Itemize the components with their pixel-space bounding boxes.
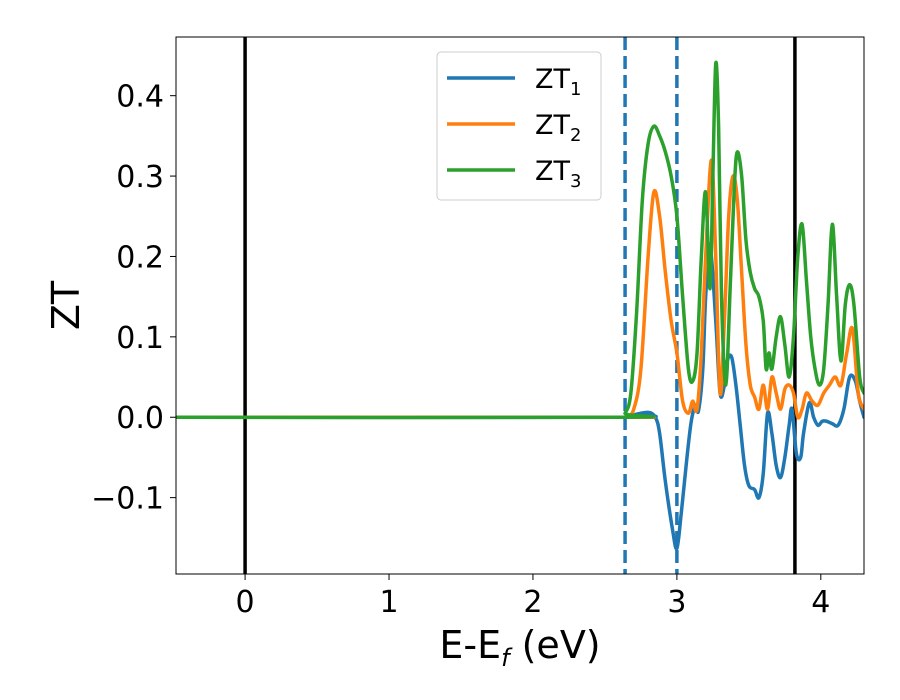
legend-label-sub: 2	[570, 125, 581, 146]
x-axis-ticks: 0 1 2 3 4	[236, 574, 830, 620]
legend-label-sub: 3	[570, 171, 581, 192]
x-axis-label-unit: (eV)	[510, 623, 601, 667]
legend-label-2: ZT2	[535, 110, 581, 146]
series-line-3	[176, 60, 864, 420]
series-line-2	[176, 158, 864, 420]
x-tick-label: 3	[667, 585, 686, 620]
series-layer	[176, 60, 864, 551]
x-axis-label: E-Ef (eV)	[439, 623, 600, 672]
legend-label-1: ZT1	[535, 64, 581, 100]
legend-label-3: ZT3	[535, 156, 581, 192]
y-axis-ticks: −0.1 0.0 0.1 0.2 0.3 0.4	[91, 80, 176, 517]
x-tick-label: 2	[523, 585, 542, 620]
x-tick-label: 1	[379, 585, 398, 620]
y-axis-label: ZT	[44, 280, 88, 330]
y-tick-label: 0.1	[116, 321, 164, 356]
plot-frame	[175, 36, 865, 575]
reference-lines	[243, 37, 797, 574]
legend-label-main: ZT	[535, 156, 570, 187]
legend-box	[436, 51, 602, 201]
x-axis-label-main: E-E	[439, 623, 501, 667]
x-tick-label: 4	[811, 585, 830, 620]
legend-label-main: ZT	[535, 64, 570, 95]
series-line-1	[176, 242, 864, 551]
y-tick-label: 0.3	[116, 160, 164, 195]
x-tick-label: 0	[236, 585, 255, 620]
y-tick-label: 0.4	[116, 80, 164, 115]
legend-label-main: ZT	[535, 110, 570, 141]
y-tick-label: 0.0	[116, 401, 164, 436]
legend-label-sub: 1	[570, 79, 581, 100]
y-tick-label: 0.2	[116, 240, 164, 275]
y-tick-label: −0.1	[91, 482, 164, 517]
